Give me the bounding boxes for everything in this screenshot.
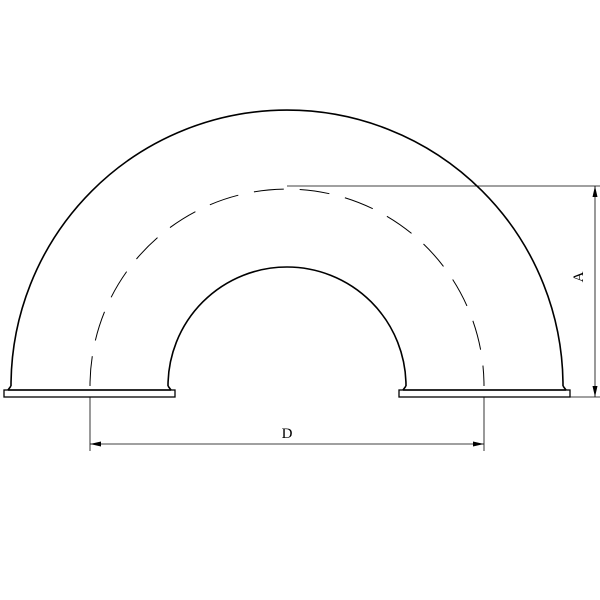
a-dimension-label: A: [571, 271, 587, 282]
outer-arc: [10, 109, 564, 387]
centerline-arc: [89, 188, 485, 387]
d-dimension-label: D: [282, 426, 293, 442]
left-flange: [3, 385, 176, 398]
d-arrow-left: [90, 441, 101, 447]
right-flange: [398, 385, 571, 398]
a-arrow-bottom: [592, 386, 598, 397]
d-arrow-right: [473, 441, 484, 447]
inner-arc: [167, 266, 407, 387]
a-arrow-top: [592, 186, 598, 197]
